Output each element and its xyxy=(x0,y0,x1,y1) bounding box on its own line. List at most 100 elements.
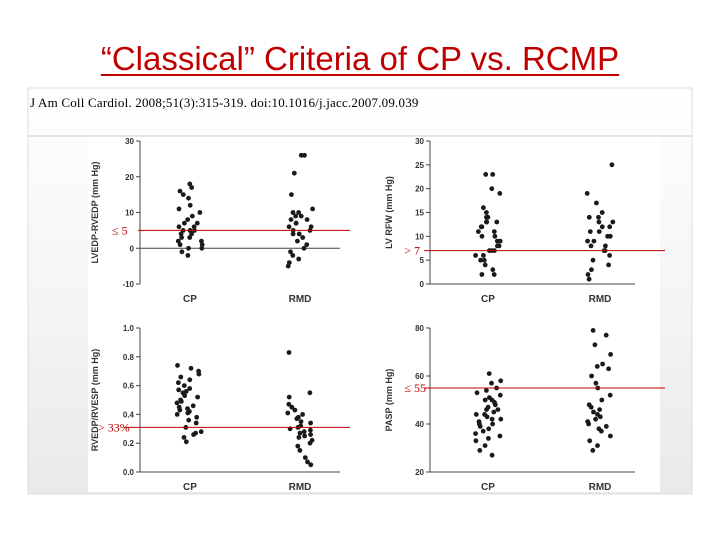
data-point xyxy=(607,392,613,398)
data-point xyxy=(586,276,592,282)
data-point xyxy=(486,371,492,376)
cutoff-label: ≤ 55 xyxy=(404,381,426,395)
data-point xyxy=(474,390,480,396)
category-label: CP xyxy=(481,482,495,493)
data-point xyxy=(191,224,197,230)
data-point xyxy=(297,430,303,436)
data-point xyxy=(286,401,292,407)
data-point xyxy=(600,361,605,367)
category-label: RMD xyxy=(289,294,312,305)
data-point xyxy=(603,424,609,429)
data-point xyxy=(489,186,495,192)
data-point xyxy=(288,217,294,223)
data-point xyxy=(484,210,489,215)
data-point xyxy=(308,420,313,426)
data-point xyxy=(491,409,497,415)
data-point xyxy=(288,249,293,255)
data-point xyxy=(199,238,204,244)
data-point xyxy=(307,390,313,396)
data-point xyxy=(497,433,503,439)
data-point xyxy=(592,342,598,348)
data-point xyxy=(290,231,296,237)
data-point xyxy=(296,435,302,440)
data-point xyxy=(187,386,193,391)
data-point xyxy=(599,224,605,230)
data-point xyxy=(494,219,500,225)
data-point xyxy=(490,172,496,177)
data-point xyxy=(301,245,307,251)
data-point xyxy=(181,383,187,388)
data-point xyxy=(185,410,191,416)
data-point xyxy=(285,263,291,269)
data-point xyxy=(187,377,193,383)
data-point xyxy=(294,416,300,422)
data-point xyxy=(187,235,193,240)
data-point xyxy=(176,380,181,386)
data-point xyxy=(300,235,306,240)
data-point xyxy=(285,410,291,416)
data-point xyxy=(308,427,313,433)
data-point xyxy=(595,443,600,448)
y-tick-label: 15 xyxy=(415,209,424,218)
data-point xyxy=(308,462,314,468)
y-axis-title: LVEDP-RVEDP (mm Hg) xyxy=(90,161,100,263)
y-tick-label: 0.4 xyxy=(123,410,135,419)
data-point xyxy=(290,253,296,258)
data-point xyxy=(179,235,185,240)
y-axis-title: RVEDP/RVESP (mm Hg) xyxy=(90,349,100,452)
data-point xyxy=(593,416,598,422)
y-tick-label: 0 xyxy=(420,280,425,289)
data-point xyxy=(177,242,183,248)
data-point xyxy=(497,392,503,398)
data-point xyxy=(484,219,489,225)
data-point xyxy=(608,433,613,439)
data-point xyxy=(489,452,495,458)
data-point xyxy=(587,229,593,235)
data-point xyxy=(586,214,592,220)
data-point xyxy=(194,220,200,226)
data-point xyxy=(304,217,310,223)
data-point xyxy=(308,432,313,437)
data-point xyxy=(297,448,303,453)
data-point xyxy=(599,397,605,403)
data-point xyxy=(484,214,489,220)
data-point xyxy=(296,256,302,262)
y-tick-label: -10 xyxy=(122,280,134,289)
data-point xyxy=(586,421,591,427)
data-point xyxy=(603,243,608,249)
y-tick-label: 0.6 xyxy=(123,382,135,391)
data-point xyxy=(482,443,488,448)
data-point xyxy=(194,414,200,420)
data-point xyxy=(594,364,600,369)
data-point xyxy=(589,373,594,379)
data-point xyxy=(594,200,599,206)
data-point xyxy=(193,420,199,426)
category-label: CP xyxy=(481,294,495,305)
data-point xyxy=(596,219,602,225)
data-point xyxy=(482,262,488,268)
y-tick-label: 20 xyxy=(125,173,134,182)
data-point xyxy=(593,380,599,386)
data-point xyxy=(286,350,292,355)
data-point xyxy=(589,267,594,273)
data-point xyxy=(199,242,205,248)
data-point xyxy=(187,181,193,187)
data-point xyxy=(473,412,479,417)
data-point xyxy=(183,439,189,445)
data-point xyxy=(484,388,489,393)
data-point xyxy=(476,229,481,235)
data-point xyxy=(298,419,304,424)
data-point xyxy=(182,393,188,399)
data-point xyxy=(607,233,613,239)
category-label: RMD xyxy=(289,482,312,493)
data-point xyxy=(607,253,612,258)
data-point xyxy=(585,272,591,277)
data-point xyxy=(473,431,478,436)
data-point xyxy=(308,224,314,230)
y-tick-label: 30 xyxy=(125,137,134,146)
y-tick-label: 40 xyxy=(415,420,424,429)
data-point xyxy=(473,438,479,444)
y-tick-label: 25 xyxy=(415,161,424,170)
data-point xyxy=(482,397,488,403)
data-point xyxy=(295,238,300,244)
